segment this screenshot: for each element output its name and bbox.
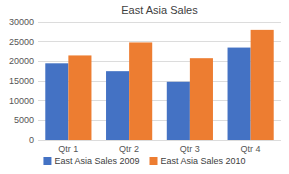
legend-label: East Asia Sales 2010: [161, 156, 246, 166]
y-tick-label: 5000: [14, 115, 34, 125]
legend: East Asia Sales 2009 East Asia Sales 2010: [43, 156, 245, 166]
x-tick-label: Qtr 1: [58, 144, 78, 154]
y-tick-label: 30000: [9, 17, 34, 27]
y-tick-label: 20000: [9, 56, 34, 66]
bar: [167, 82, 190, 140]
grid-line: [38, 41, 281, 42]
legend-label: East Asia Sales 2009: [54, 156, 139, 166]
grid: [38, 22, 281, 140]
title: East Asia Sales: [121, 4, 198, 16]
bar: [68, 55, 91, 140]
y-tick-label: 10000: [9, 96, 34, 106]
y-tick-label: 0: [29, 135, 34, 145]
grid-line: [38, 22, 281, 23]
y-tick-label: 25000: [9, 37, 34, 47]
bar: [45, 63, 68, 140]
x-tick-label: Qtr 4: [241, 144, 261, 154]
legend-swatch: [43, 157, 51, 165]
bar: [129, 42, 152, 140]
bar: [228, 48, 251, 140]
legend-swatch: [150, 157, 158, 165]
chart: East Asia Sales 0 5000 10000 15000 20000 25000…: [0, 0, 289, 174]
x-tick-label: Qtr 2: [119, 144, 139, 154]
y-tick-label: 15000: [9, 76, 34, 86]
x-tick-label: Qtr 3: [180, 144, 200, 154]
bar: [251, 30, 274, 140]
bar: [190, 58, 213, 140]
bar: [106, 71, 129, 140]
